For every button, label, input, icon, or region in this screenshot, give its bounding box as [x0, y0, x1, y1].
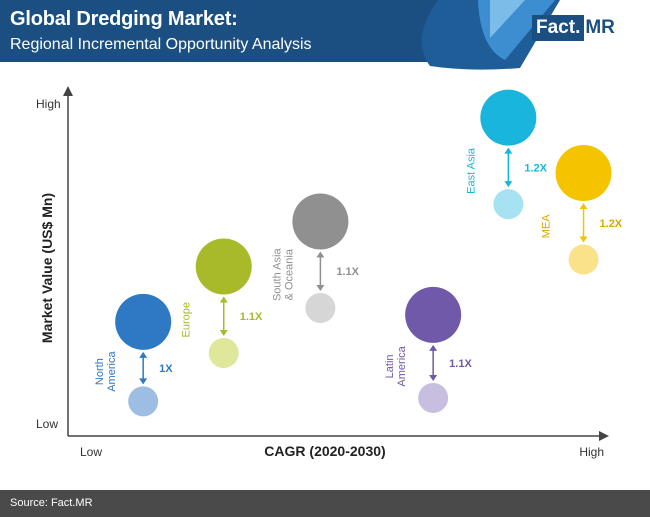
growth-arrow-head-up-east-asia [504, 147, 513, 154]
x-tick-high: High [579, 445, 604, 459]
bubble-small-east-asia [493, 189, 524, 220]
growth-arrow-head-down-mea [579, 236, 588, 243]
y-tick-low: Low [36, 417, 58, 431]
series-latin-america: 1.1X Latin America [384, 286, 472, 413]
logo-mr-text: MR [585, 17, 615, 38]
region-label-east-asia: East Asia [465, 147, 477, 194]
region-label-europe: Europe [181, 302, 193, 337]
x-axis-arrow [599, 431, 609, 441]
bubble-small-mea [568, 244, 599, 275]
bubble-small-south-asia-oceania [305, 292, 336, 323]
multiplier-label-europe: 1.1X [240, 311, 263, 323]
growth-arrow-head-down-north-america [139, 378, 148, 385]
region-label-mea: MEA [541, 214, 553, 239]
series-mea: 1.2X MEA [541, 145, 623, 275]
footer-bar: Source: Fact.MR [0, 490, 650, 517]
region-label-latin-america: America [396, 345, 408, 386]
region-label-latin-america: Latin [384, 354, 396, 378]
multiplier-label-south-asia-oceania: 1.1X [336, 266, 359, 278]
region-label-north-america: North [94, 358, 106, 385]
growth-arrow-head-up-north-america [139, 351, 148, 358]
logo-fact-text: Fact. [532, 15, 585, 41]
multiplier-label-latin-america: 1.1X [449, 358, 472, 370]
header-subtitle: Regional Incremental Opportunity Analysi… [10, 36, 312, 53]
region-label-south-asia-oceania: South Asia [271, 248, 283, 301]
growth-arrow-head-up-mea [579, 203, 588, 210]
y-tick-high: High [36, 97, 61, 111]
bubble-large-mea [555, 145, 612, 202]
header-title: Global Dredging Market: [10, 8, 238, 30]
growth-arrow-head-down-latin-america [429, 374, 438, 381]
bubble-chart: High Low Low High CAGR (2020-2030) Market Val… [36, 86, 623, 459]
series-europe: 1.1X Europe [181, 238, 263, 368]
growth-arrow-head-down-europe [219, 329, 228, 336]
series-north-america: 1X North America [94, 293, 173, 417]
bubble-small-europe [208, 337, 239, 368]
growth-arrow-head-up-south-asia-oceania [316, 251, 325, 258]
growth-arrow-head-up-latin-america [429, 344, 438, 351]
y-axis-arrow [63, 86, 73, 96]
x-tick-low: Low [80, 445, 102, 459]
bubble-large-north-america [115, 293, 172, 350]
bubble-small-latin-america [418, 382, 449, 413]
factmr-logo: Fact. MR [532, 15, 615, 41]
series-east-asia: 1.2X East Asia [465, 89, 548, 220]
bubble-small-north-america [128, 386, 159, 417]
y-axis-title: Market Value (US$ Mn) [39, 193, 55, 343]
region-label-north-america: America [106, 351, 118, 392]
x-axis-title: CAGR (2020-2030) [264, 443, 385, 459]
bubble-large-latin-america [405, 286, 462, 343]
multiplier-label-east-asia: 1.2X [524, 162, 547, 174]
bubble-large-europe [195, 238, 252, 295]
series-south-asia-oceania: 1.1X South Asia & Oceania [271, 193, 360, 323]
growth-arrow-head-up-europe [219, 296, 228, 303]
growth-arrow-head-down-east-asia [504, 181, 513, 188]
header-banner: Global Dredging Market: Regional Increme… [0, 0, 650, 72]
multiplier-label-north-america: 1X [159, 363, 173, 375]
multiplier-label-mea: 1.2X [600, 218, 623, 230]
bubble-large-east-asia [480, 89, 537, 146]
region-label-south-asia-oceania: & Oceania [283, 248, 295, 300]
growth-arrow-head-down-south-asia-oceania [316, 284, 325, 291]
source-text: Source: Fact.MR [10, 497, 93, 509]
bubble-large-south-asia-oceania [292, 193, 349, 250]
